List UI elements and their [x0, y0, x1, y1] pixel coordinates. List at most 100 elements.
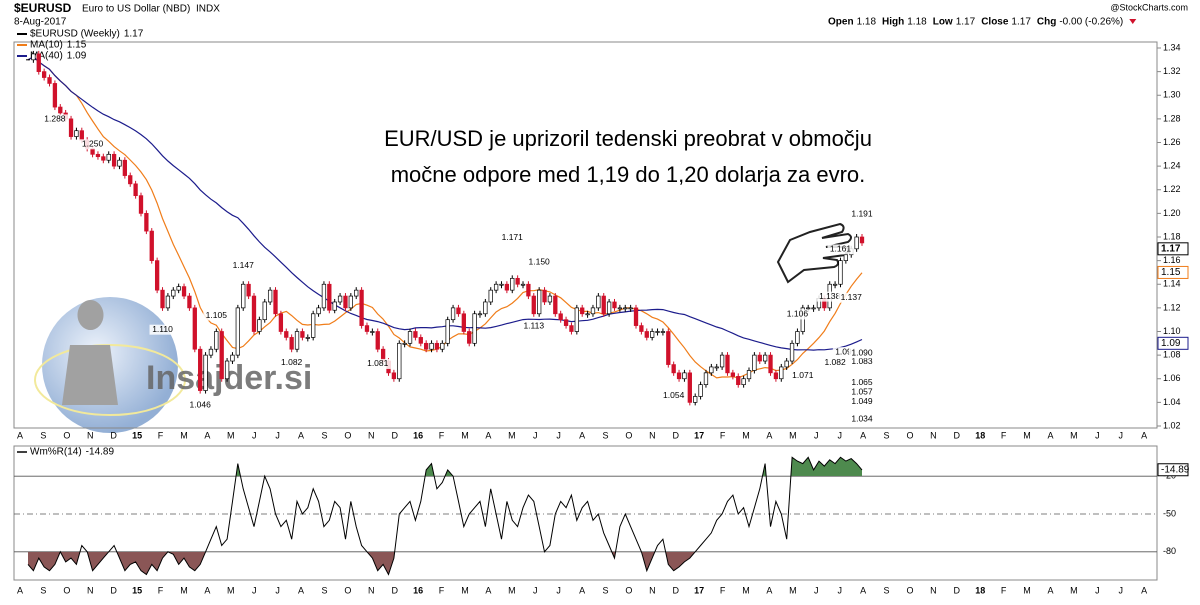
candle: [224, 360, 230, 380]
x-tick-label: D: [954, 430, 961, 440]
candle: [800, 307, 805, 332]
candle: [230, 354, 235, 362]
x-tick-label: M: [1023, 430, 1031, 440]
point-label-bg: [822, 357, 849, 368]
y-tick-label: -50: [1163, 508, 1176, 518]
candle: [832, 283, 838, 286]
point-label: 1.191: [851, 208, 873, 218]
x-tick-label: M: [789, 430, 797, 440]
candle: [235, 307, 240, 356]
candle: [241, 283, 246, 309]
candle: [601, 295, 606, 315]
candle: [719, 354, 725, 368]
point-label-bg: [660, 390, 687, 401]
oversold-fill: [28, 552, 696, 575]
candle: [660, 331, 666, 333]
candle: [149, 230, 154, 261]
x-tick-label: M: [1070, 430, 1078, 440]
candle: [623, 307, 628, 310]
candle: [467, 331, 472, 344]
x-tick-label: A: [17, 585, 23, 595]
point-label: 1.147: [233, 260, 255, 270]
point-label-bg: [849, 356, 875, 367]
value-badge-text: 1.09: [1161, 338, 1181, 349]
x-tick-label: S: [884, 430, 890, 440]
candle: [859, 236, 865, 244]
x-tick-label: S: [884, 585, 890, 595]
candle: [585, 313, 590, 316]
y-tick-label: 1.06: [1163, 373, 1181, 383]
indicator-frame: [13, 445, 1158, 581]
candle: [429, 342, 434, 350]
point-label: 1.150: [529, 257, 551, 267]
x-tick-label: M: [508, 585, 516, 595]
x-tick-label: D: [954, 585, 961, 595]
source: @StockCharts.com: [1110, 2, 1188, 12]
candle: [617, 307, 623, 310]
point-label: 1.049: [851, 396, 873, 406]
point-label-bg: [149, 324, 176, 335]
legend-label: MA(10): [30, 40, 63, 51]
candle: [596, 295, 601, 309]
candle: [553, 295, 558, 315]
candle: [58, 106, 63, 114]
candle: [111, 153, 117, 167]
x-tick-label: S: [321, 585, 327, 595]
point-label: 1.288: [44, 114, 66, 124]
x-tick-label: J: [1118, 430, 1123, 440]
y-tick-label: 1.10: [1163, 326, 1181, 336]
annotation: močne odpore med 1,19 do 1,20 dolarja za…: [391, 162, 866, 187]
x-tick-label: J: [1095, 430, 1100, 440]
x-tick-label: J: [814, 430, 819, 440]
x-tick-label: 16: [413, 430, 423, 440]
x-tick-label: J: [556, 585, 561, 595]
x-tick-label: A: [204, 585, 210, 595]
candle: [537, 289, 542, 315]
candle: [68, 118, 74, 137]
candle: [676, 372, 682, 380]
candle: [687, 372, 692, 403]
candle: [284, 331, 289, 338]
quote-label: Chg: [1037, 17, 1056, 28]
candle: [789, 342, 795, 362]
legend-label: MA(40): [30, 51, 63, 62]
point-label: 1.105: [206, 310, 228, 320]
candle: [413, 331, 418, 338]
point-label-bg: [41, 114, 68, 125]
y-tick-label: 1.02: [1163, 420, 1181, 430]
moving-average: [27, 56, 863, 351]
point-label: 1.081: [367, 358, 389, 368]
x-tick-label: A: [1047, 585, 1053, 595]
point-label: 1.138: [819, 291, 841, 301]
value-badge: [1157, 463, 1189, 477]
x-tick-label: A: [17, 430, 23, 440]
x-tick-label: D: [673, 430, 680, 440]
point-label: 1.090: [851, 348, 873, 358]
candle: [843, 254, 849, 261]
point-label-bg: [816, 291, 843, 302]
y-tick-label: 1.08: [1163, 350, 1181, 360]
candle: [590, 307, 596, 315]
x-tick-label: N: [87, 585, 94, 595]
point-label: 1.082: [281, 357, 303, 367]
candle: [612, 301, 617, 309]
candle: [397, 342, 402, 380]
x-tick-label: F: [1001, 585, 1007, 595]
candle: [375, 331, 380, 350]
candle: [730, 372, 736, 377]
x-tick-label: N: [649, 430, 656, 440]
candle: [262, 301, 267, 321]
candle: [138, 195, 144, 214]
x-tick-label: N: [649, 585, 656, 595]
candle: [311, 313, 316, 338]
x-tick-label: A: [860, 430, 866, 440]
quote-value: 1.18: [907, 17, 927, 28]
candle: [31, 53, 36, 61]
candle: [795, 331, 800, 344]
x-tick-label: O: [625, 585, 632, 595]
x-tick-label: A: [766, 585, 772, 595]
point-label: 1.034: [851, 414, 873, 424]
candle: [407, 331, 413, 344]
candle: [472, 313, 477, 344]
value-badge-text: -14.89: [1161, 464, 1190, 475]
